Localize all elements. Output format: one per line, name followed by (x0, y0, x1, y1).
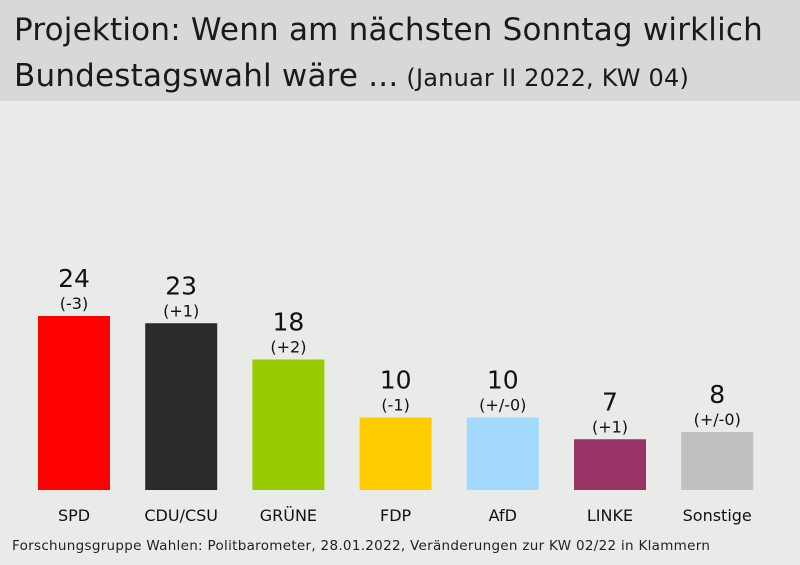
value-label-cdu-csu: 23 (165, 271, 197, 300)
title-banner: Projektion: Wenn am nächsten Sonntag wir… (0, 0, 800, 101)
bar-sonstige (681, 432, 754, 490)
value-label-fdp: 10 (380, 366, 412, 395)
bar-fdp (359, 417, 432, 490)
chart-title-line-2: Bundestagswahl wäre ... (Januar II 2022, … (14, 58, 689, 94)
value-label-spd: 24 (58, 264, 90, 293)
change-label-sonstige: (+/-0) (694, 410, 741, 429)
bar-gr-ne (252, 359, 325, 490)
value-label-sonstige: 8 (709, 380, 725, 409)
chart-title-line-1: Projektion: Wenn am nächsten Sonntag wir… (14, 12, 764, 48)
bar-afd (466, 417, 539, 490)
category-label-sonstige: Sonstige (683, 506, 752, 525)
change-label-linke: (+1) (592, 417, 628, 436)
value-label-afd: 10 (487, 366, 519, 395)
category-label-cdu-csu: CDU/CSU (144, 506, 218, 525)
change-label-gr-ne: (+2) (270, 338, 306, 357)
change-label-spd: (-3) (60, 294, 88, 313)
source-footnote: Forschungsgruppe Wahlen: Politbarometer,… (12, 538, 711, 554)
change-label-afd: (+/-0) (479, 396, 526, 415)
value-label-linke: 7 (602, 387, 618, 416)
bar-spd (38, 316, 110, 490)
change-label-fdp: (-1) (381, 396, 409, 415)
value-label-gr-ne: 18 (272, 308, 304, 337)
category-label-afd: AfD (489, 506, 517, 525)
category-label-gr-ne: GRÜNE (260, 506, 317, 525)
category-label-fdp: FDP (380, 506, 412, 525)
bar-linke (574, 439, 646, 490)
category-label-spd: SPD (58, 506, 90, 525)
bar-cdu-csu (145, 323, 218, 490)
change-label-cdu-csu: (+1) (163, 301, 199, 320)
chart-subtitle: (Januar II 2022, KW 04) (406, 64, 690, 92)
category-label-linke: LINKE (587, 506, 633, 525)
chart-title-line-2-text: Bundestagswahl wäre ... (14, 58, 399, 94)
